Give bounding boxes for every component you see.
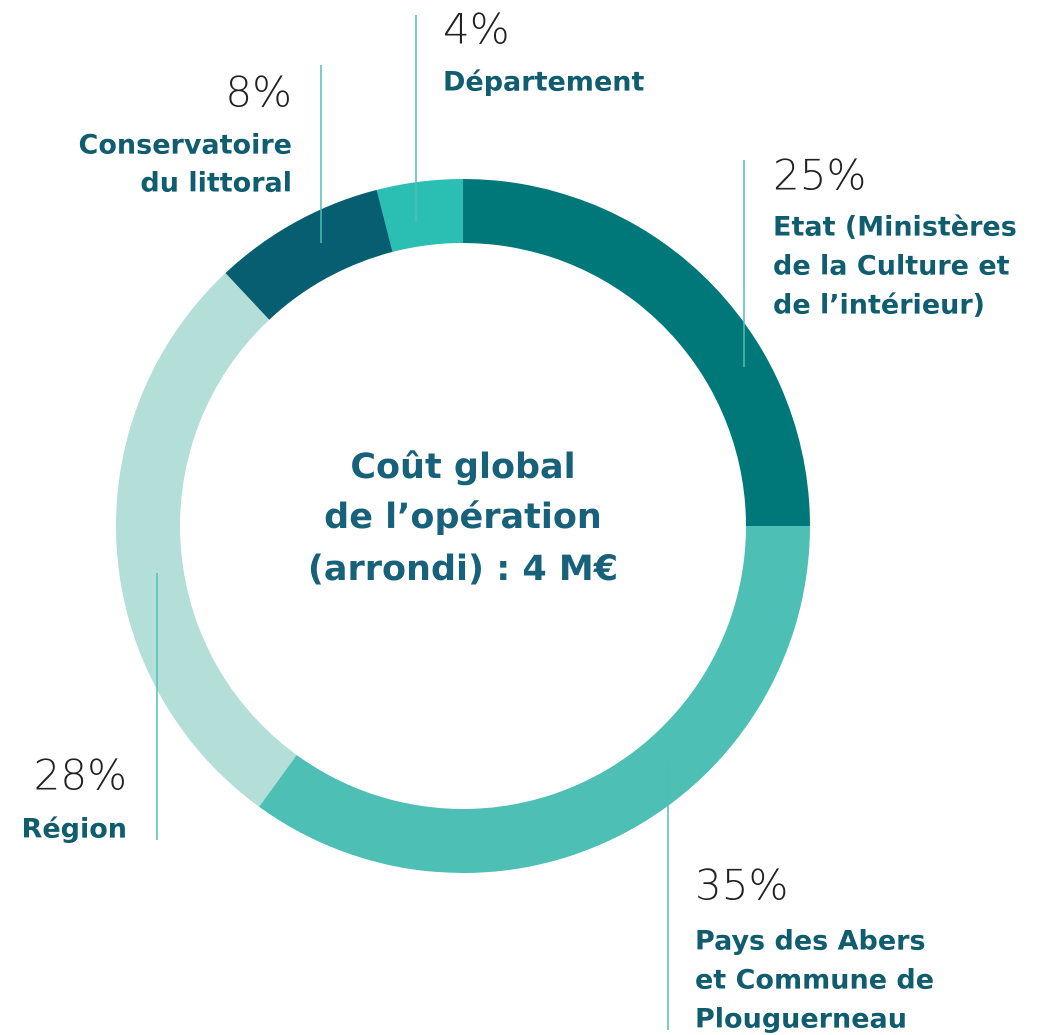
value-label: 4% [443,5,510,54]
category-label: du littoral [140,168,292,199]
donut-segment [376,179,463,252]
value-label: 8% [225,68,292,117]
donut-segment [463,179,810,526]
value-label: 25% [773,151,866,200]
value-label: 35% [695,861,788,910]
category-label: Région [22,814,127,845]
category-label: de l’intérieur) [773,290,985,321]
center-title: de l’opération [324,497,602,537]
category-label: Conservatoire [79,130,292,161]
category-label: Plouguerneau [695,1004,907,1035]
value-label: 28% [34,751,127,800]
category-label: et Commune de [695,965,934,996]
category-label: de la Culture et [773,251,1010,282]
category-label: Pays des Abers [695,926,926,957]
donut-segment [225,189,393,320]
center-title: Coût global [350,447,575,487]
donut-segment [259,526,810,873]
category-label: Etat (Ministères [773,212,1017,243]
donut-segment [116,273,297,807]
center-title: (arrondi) : 4 M€ [308,549,618,589]
category-label: Département [443,67,644,98]
